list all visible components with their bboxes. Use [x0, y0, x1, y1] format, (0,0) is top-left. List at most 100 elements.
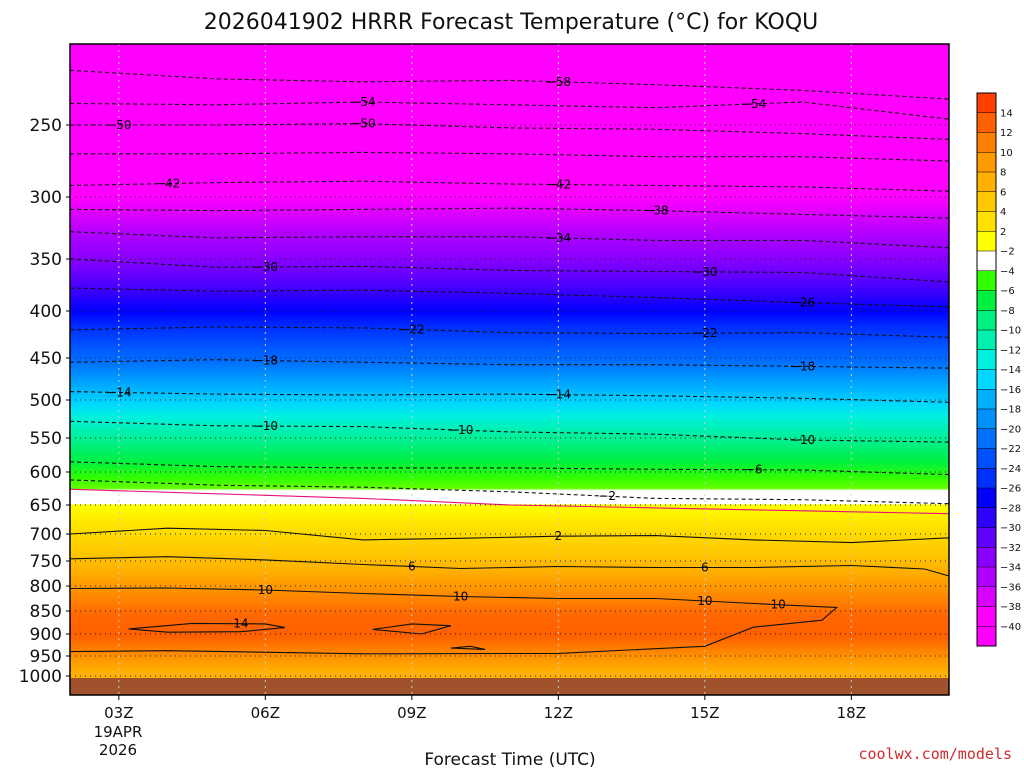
isotherm-label: −30 [253, 260, 278, 274]
colorbar-swatch [977, 488, 996, 509]
colorbar-label: 2 [1000, 227, 1006, 238]
y-tick-label: 250 [30, 116, 62, 136]
y-tick-label: 300 [30, 188, 62, 208]
colorbar-label: −2 [1000, 247, 1015, 258]
y-tick-label: 850 [30, 602, 62, 622]
date-label-line1: 19APR [94, 723, 143, 741]
colorbar-label: −24 [1000, 464, 1021, 475]
colorbar-swatch [977, 152, 996, 173]
colorbar-swatch [977, 270, 996, 291]
colorbar-label: −14 [1000, 365, 1021, 376]
colorbar-swatch [977, 349, 996, 370]
colorbar-swatch [977, 112, 996, 133]
isotherm-label: −14 [546, 388, 571, 402]
isotherm-line [70, 556, 949, 577]
isotherm-label: −50 [350, 117, 375, 131]
colorbar-label: −8 [1000, 306, 1015, 317]
isotherm-line [128, 622, 286, 633]
colorbar-label: 8 [1000, 168, 1006, 179]
colorbar-swatch [977, 527, 996, 548]
colorbar-label: −26 [1000, 484, 1021, 495]
chart-title: 2026041902 HRRR Forecast Temperature (°C… [204, 10, 819, 35]
y-tick-label: 550 [30, 429, 62, 449]
y-tick-label: 800 [30, 577, 62, 597]
isotherm-label: −54 [350, 95, 375, 109]
isotherm-label: 10 [697, 594, 712, 608]
plot-frame [69, 43, 950, 696]
colorbar-label: −28 [1000, 503, 1021, 514]
isotherm-line [70, 587, 839, 655]
colorbar-label: −40 [1000, 622, 1021, 633]
isotherm-label: 6 [701, 561, 709, 575]
y-tick-label: 650 [30, 496, 62, 516]
isotherm-line [70, 527, 949, 544]
colorbar-label: −10 [1000, 326, 1021, 337]
colorbar-swatch [977, 211, 996, 232]
credit-text: coolwx.com/models [858, 745, 1012, 763]
colorbar-swatch [977, 231, 996, 252]
colorbar-swatch [977, 428, 996, 449]
colorbar-label: −22 [1000, 444, 1021, 455]
colorbar-label: −20 [1000, 424, 1021, 435]
x-tick-label: 18Z [837, 704, 866, 722]
y-tick-label: 350 [30, 250, 62, 270]
plot-area: −58−54 −54−50 −50−42 −42−38−34−30 −30−26−22−… [70, 44, 949, 695]
isotherm-label: 14 [233, 617, 248, 631]
isotherm-line [70, 488, 949, 515]
colorbar-swatch [977, 191, 996, 212]
isotherm-label: −18 [253, 354, 278, 368]
colorbar-swatch [977, 93, 996, 114]
isotherm-label: −2 [598, 489, 616, 503]
isotherm-label: −10 [448, 423, 473, 437]
colorbar-swatch [977, 310, 996, 331]
isotherm-label: −38 [643, 204, 668, 218]
x-tick-label: 09Z [397, 704, 426, 722]
colorbar-label: 10 [1000, 148, 1013, 159]
colorbar-swatch [977, 389, 996, 410]
isotherm-label: −18 [790, 359, 815, 373]
colorbar-swatch [977, 369, 996, 390]
colorbar-swatch [977, 468, 996, 489]
temperature-shading [70, 44, 949, 695]
y-tick-label: 600 [30, 463, 62, 483]
colorbar-label: −32 [1000, 543, 1021, 554]
colorbar-label: −38 [1000, 602, 1021, 613]
colorbar-label: 14 [1000, 108, 1013, 119]
colorbar-swatch [977, 448, 996, 469]
isotherm-label: −10 [253, 419, 278, 433]
y-tick-label: 900 [30, 625, 62, 645]
colorbar-label: 6 [1000, 187, 1006, 198]
isotherm-line [372, 623, 452, 635]
isotherm-label: −14 [106, 385, 131, 399]
colorbar-swatch [977, 507, 996, 528]
x-axis-title: Forecast Time (UTC) [424, 750, 595, 768]
y-tick-label: 450 [30, 349, 62, 369]
isotherm-label: −30 [692, 265, 717, 279]
ground-band [70, 678, 949, 695]
colorbar-swatch [977, 251, 996, 272]
y-tick-label: 1000 [19, 667, 62, 687]
colorbar-label: −18 [1000, 405, 1021, 416]
y-tick-label: 400 [30, 302, 62, 322]
colorbar-swatch [977, 606, 996, 627]
colorbar-label: −36 [1000, 582, 1021, 593]
isotherm-label: −10 [790, 433, 815, 447]
isotherm-label: 10 [258, 583, 273, 597]
isotherm-label: −42 [155, 177, 180, 191]
colorbar-swatch [977, 586, 996, 607]
isotherm-label: −58 [546, 75, 571, 89]
isotherm-label: −26 [790, 296, 815, 310]
colorbar-swatch [977, 330, 996, 351]
isotherm-label: −22 [399, 322, 424, 336]
colorbar-swatch [977, 547, 996, 568]
isotherm-label: 6 [408, 560, 416, 574]
colorbar-swatch [977, 567, 996, 588]
isotherm-label: −6 [745, 463, 763, 477]
x-tick-label: 15Z [690, 704, 719, 722]
isotherm-label: −54 [741, 97, 766, 111]
y-tick-label: 750 [30, 552, 62, 572]
colorbar-swatch [977, 132, 996, 153]
x-tick-label: 03Z [104, 704, 133, 722]
isotherm-label: −50 [106, 118, 131, 132]
